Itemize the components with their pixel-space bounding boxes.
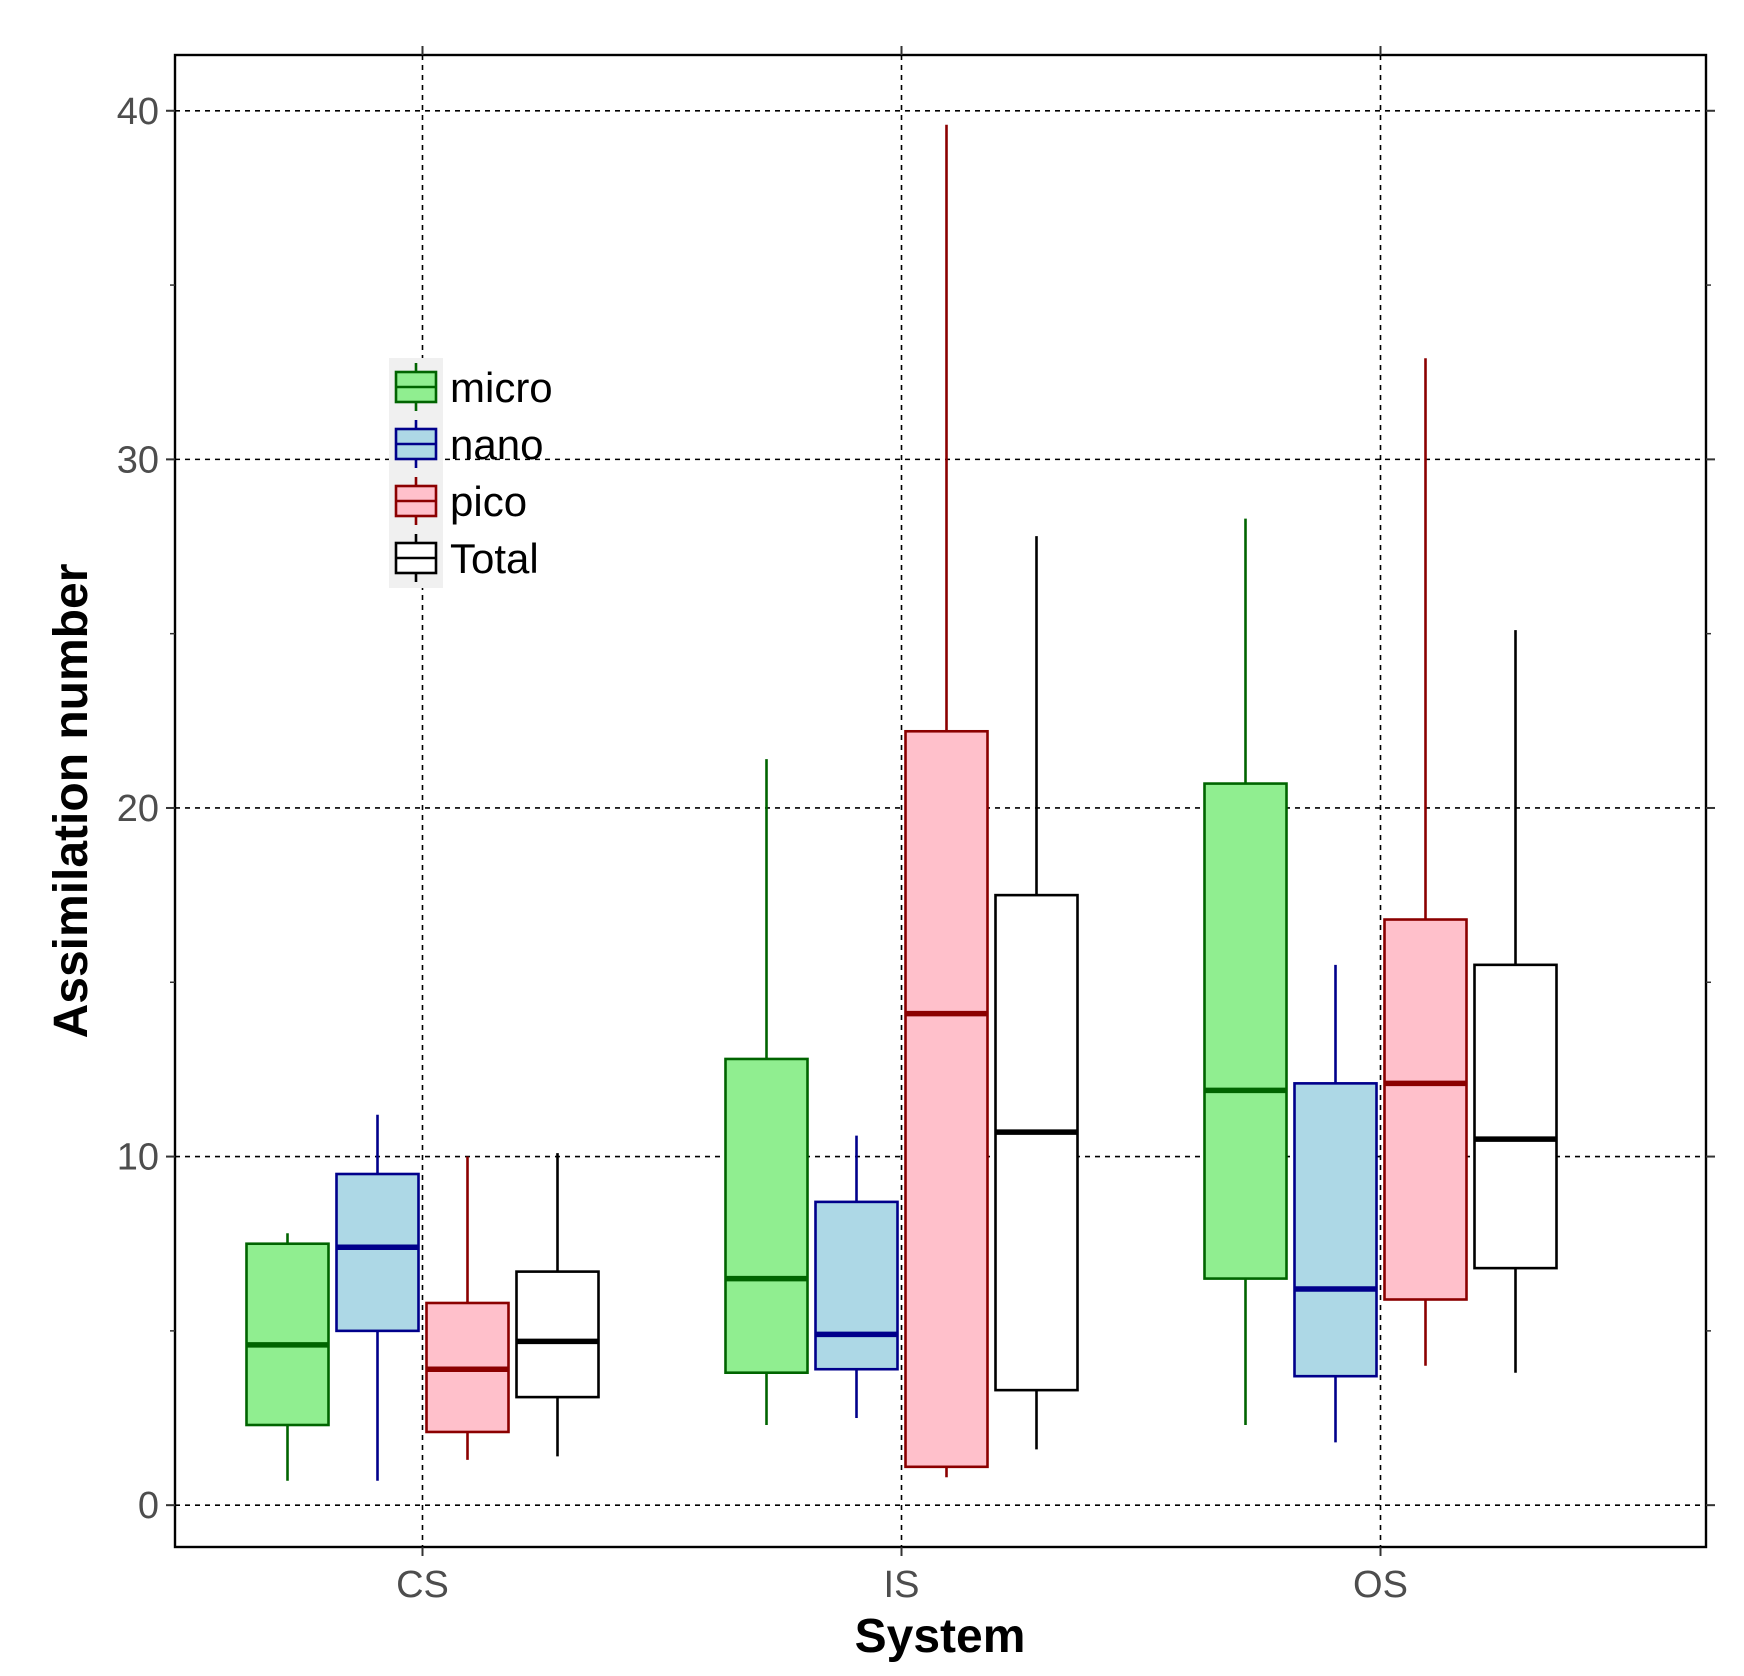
box-pico-OS — [1383, 358, 1468, 1366]
box-iqr — [1473, 963, 1558, 1270]
axis-layer: 0 10 20 30 40 CS IS OS — [117, 46, 1715, 1606]
box-iqr — [515, 1270, 600, 1399]
box-iqr — [814, 1200, 899, 1371]
y-tick-label: 40 — [117, 91, 159, 133]
box-Total-CS — [515, 1153, 600, 1457]
legend-item-pico: pico — [394, 477, 527, 525]
legend-item-micro: micro — [394, 363, 553, 411]
box-iqr — [904, 729, 989, 1469]
box-Total-OS — [1473, 630, 1558, 1373]
box-iqr — [245, 1242, 330, 1427]
legend-label: pico — [450, 478, 527, 525]
legend-label: Total — [450, 535, 539, 582]
box-pico-CS — [425, 1156, 510, 1460]
box-iqr — [335, 1172, 420, 1333]
box-micro-OS — [1203, 518, 1288, 1425]
box-iqr — [1293, 1082, 1378, 1378]
box-nano-IS — [814, 1135, 899, 1419]
box-iqr — [724, 1057, 809, 1375]
box-nano-CS — [335, 1114, 420, 1481]
x-tick-label: OS — [1353, 1564, 1408, 1606]
y-axis-title: Assimilation number — [45, 564, 98, 1039]
y-tick-label: 10 — [117, 1137, 159, 1179]
box-iqr — [994, 893, 1079, 1392]
grid-layer — [175, 55, 1706, 1547]
box-nano-OS — [1293, 964, 1378, 1443]
legend-label: nano — [450, 421, 543, 468]
legend-item-Total: Total — [394, 534, 539, 582]
box-micro-CS — [245, 1233, 330, 1481]
box-iqr — [1203, 782, 1288, 1280]
x-tick-label: CS — [396, 1564, 449, 1606]
y-tick-label: 0 — [138, 1485, 159, 1527]
legend-item-nano: nano — [394, 420, 543, 468]
y-tick-label: 30 — [117, 439, 159, 481]
legend: micro nano pico Total — [389, 358, 553, 588]
box-micro-IS — [724, 759, 809, 1425]
box-Total-IS — [994, 536, 1079, 1450]
x-tick-label: IS — [884, 1564, 920, 1606]
box-iqr — [1383, 918, 1468, 1301]
box-pico-IS — [904, 124, 989, 1478]
plot-frame — [173, 53, 1708, 1549]
y-tick-label: 20 — [117, 788, 159, 830]
legend-label: micro — [450, 364, 553, 411]
x-axis-title: System — [855, 1610, 1026, 1663]
box-layer — [245, 124, 1558, 1481]
